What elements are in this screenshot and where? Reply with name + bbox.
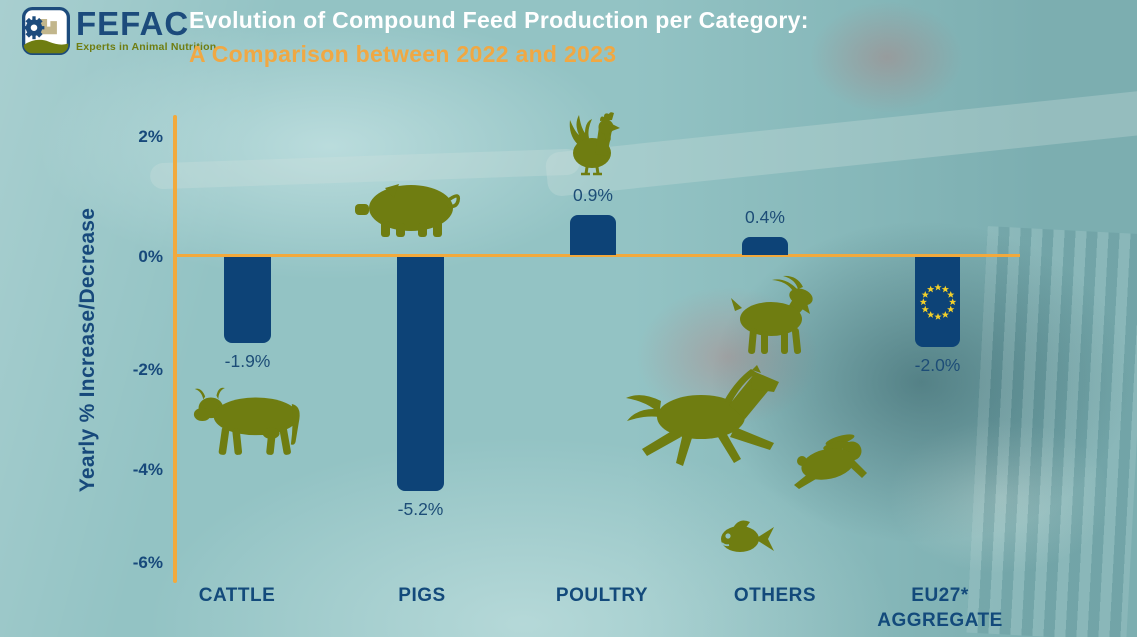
value-label-cattle: -1.9% bbox=[224, 350, 271, 371]
category-label-others: OTHERS bbox=[733, 585, 817, 606]
brand-tagline: Experts in Animal Nutrition bbox=[76, 41, 217, 53]
bar-eu27 bbox=[915, 257, 960, 347]
category-label-poultry: POULTRY bbox=[555, 585, 649, 606]
bar-group-others: 0.4% bbox=[742, 0, 788, 637]
zero-baseline bbox=[175, 254, 1020, 257]
y-tick-neg2: -2% bbox=[132, 360, 163, 379]
category-label-eu27: EU27* AGGREGATE bbox=[877, 585, 1003, 631]
y-tick-0: 0% bbox=[138, 247, 163, 266]
background-wood-beam bbox=[544, 86, 1137, 198]
value-label-pigs: -5.2% bbox=[397, 499, 444, 519]
fefac-logo: FEFAC Experts in Animal Nutrition bbox=[22, 7, 216, 55]
y-axis-line bbox=[173, 115, 177, 583]
goat-icon bbox=[731, 275, 813, 355]
bar-group-poultry: 0.9% bbox=[570, 0, 616, 637]
bar-group-eu27: -2.0% bbox=[915, 0, 960, 637]
horse-icon bbox=[626, 365, 779, 466]
bar-others bbox=[742, 237, 788, 255]
eu-flag-stars-icon bbox=[919, 283, 956, 320]
chicken-icon bbox=[569, 112, 620, 176]
bar-group-pigs: -5.2% bbox=[397, 0, 444, 637]
value-label-others: 0.4% bbox=[745, 207, 785, 227]
y-axis-label: Yearly % Increase/Decrease bbox=[76, 207, 99, 493]
bar-poultry bbox=[570, 214, 616, 255]
fefac-logo-icon bbox=[22, 7, 70, 55]
bar-cattle bbox=[224, 257, 271, 343]
category-label-pigs: PIGS bbox=[398, 585, 446, 606]
y-tick-neg6: -6% bbox=[132, 553, 163, 572]
bar-group-cattle: -1.9% bbox=[224, 0, 271, 637]
fish-icon bbox=[721, 520, 774, 552]
value-label-eu27: -2.0% bbox=[914, 355, 961, 375]
rabbit-icon bbox=[794, 434, 867, 489]
y-tick-2: 2% bbox=[138, 127, 163, 146]
category-label-cattle: CATTLE bbox=[198, 585, 276, 606]
background-fence-planks bbox=[966, 226, 1137, 637]
pig-icon bbox=[355, 184, 461, 237]
page-subtitle: A Comparison between 2022 and 2023 bbox=[189, 41, 617, 67]
page-title: Evolution of Compound Feed Production pe… bbox=[189, 7, 809, 33]
value-label-poultry: 0.9% bbox=[573, 184, 613, 205]
y-tick-neg4: -4% bbox=[132, 460, 163, 479]
cow-icon bbox=[193, 387, 300, 455]
brand-name: FEFAC bbox=[76, 5, 190, 42]
bar-pigs bbox=[397, 257, 444, 491]
